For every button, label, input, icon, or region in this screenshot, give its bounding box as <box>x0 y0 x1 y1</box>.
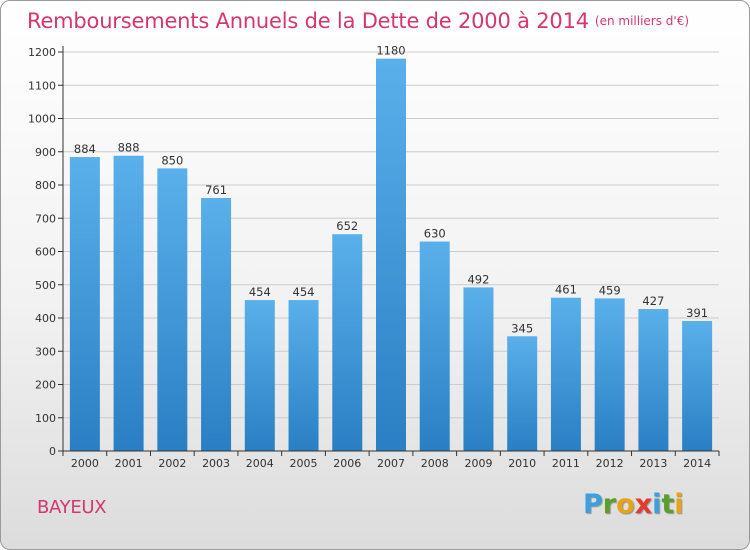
data-label: 630 <box>424 227 446 241</box>
chart-title: Remboursements Annuels de la Dette de 20… <box>27 9 689 33</box>
data-label: 761 <box>205 183 227 197</box>
logo-letter: i <box>674 489 684 520</box>
bar <box>550 297 581 451</box>
bar <box>463 287 494 451</box>
bar <box>594 298 625 451</box>
x-tick-label: 2009 <box>464 457 492 470</box>
bar <box>682 320 713 451</box>
logo-letter: x <box>634 489 653 520</box>
x-tick-label: 2004 <box>246 457 274 470</box>
y-tick-label: 900 <box>35 146 56 159</box>
logo-letter: o <box>616 489 635 520</box>
axes <box>58 46 720 456</box>
data-label: 850 <box>161 153 183 167</box>
x-tick-label: 2000 <box>71 457 99 470</box>
x-tick-label: 2010 <box>508 457 536 470</box>
y-tick-label: 200 <box>35 379 56 392</box>
x-tick-label: 2013 <box>639 457 667 470</box>
data-label: 459 <box>599 283 621 297</box>
x-tick-label: 2008 <box>421 457 449 470</box>
y-tick-label: 0 <box>49 445 56 458</box>
y-tick-label: 100 <box>35 412 56 425</box>
data-label: 884 <box>74 142 96 156</box>
data-label: 391 <box>686 306 708 320</box>
data-label: 888 <box>118 141 140 155</box>
x-tick-label: 2002 <box>158 457 186 470</box>
x-tick-label: 2014 <box>683 457 711 470</box>
x-tick-label: 2006 <box>333 457 361 470</box>
data-label: 454 <box>293 285 315 299</box>
x-tick-label: 2011 <box>552 457 580 470</box>
x-tick-label: 2001 <box>115 457 143 470</box>
data-label: 652 <box>336 219 358 233</box>
y-tick-label: 800 <box>35 179 56 192</box>
x-tick-label: 2012 <box>596 457 624 470</box>
title-unit: (en milliers d'€) <box>594 14 690 28</box>
bar <box>288 300 319 451</box>
data-label: 492 <box>467 272 489 286</box>
bar <box>157 168 188 451</box>
y-tick-label: 1100 <box>28 79 56 92</box>
logo-letter: i <box>652 489 662 520</box>
logo-letter: t <box>661 489 675 520</box>
title-text: Remboursements Annuels de la Dette de 20… <box>27 9 589 33</box>
bar <box>332 234 363 451</box>
bar <box>507 336 538 451</box>
y-tick-label: 700 <box>35 212 56 225</box>
y-tick-label: 500 <box>35 279 56 292</box>
data-label: 1180 <box>376 44 405 58</box>
y-tick-label: 600 <box>35 246 56 259</box>
bar <box>113 155 144 452</box>
x-tick-label: 2005 <box>290 457 318 470</box>
data-label: 454 <box>249 285 271 299</box>
bar <box>244 300 275 451</box>
data-label: 427 <box>642 294 664 308</box>
bar <box>69 157 100 451</box>
bar <box>201 197 232 451</box>
data-label: 461 <box>555 283 577 297</box>
y-tick-label: 400 <box>35 312 56 325</box>
logo-letter: P <box>583 489 603 520</box>
data-label: 345 <box>511 321 533 335</box>
bars <box>69 58 713 452</box>
city-name: BAYEUX <box>37 497 107 518</box>
bar <box>376 58 406 452</box>
y-tick-label: 1200 <box>28 46 56 59</box>
y-tick-label: 300 <box>35 345 56 358</box>
labels: 0 100 200 300 400 500 600 700 800 900 1000 1100 1200… <box>28 44 711 470</box>
bar <box>638 309 669 451</box>
x-tick-label: 2007 <box>377 457 405 470</box>
x-tick-label: 2003 <box>202 457 230 470</box>
logo-letter: r <box>602 489 617 520</box>
proxiti-logo[interactable]: Proxiti <box>583 489 684 520</box>
y-tick-label: 1000 <box>28 113 56 126</box>
bar <box>419 241 450 451</box>
